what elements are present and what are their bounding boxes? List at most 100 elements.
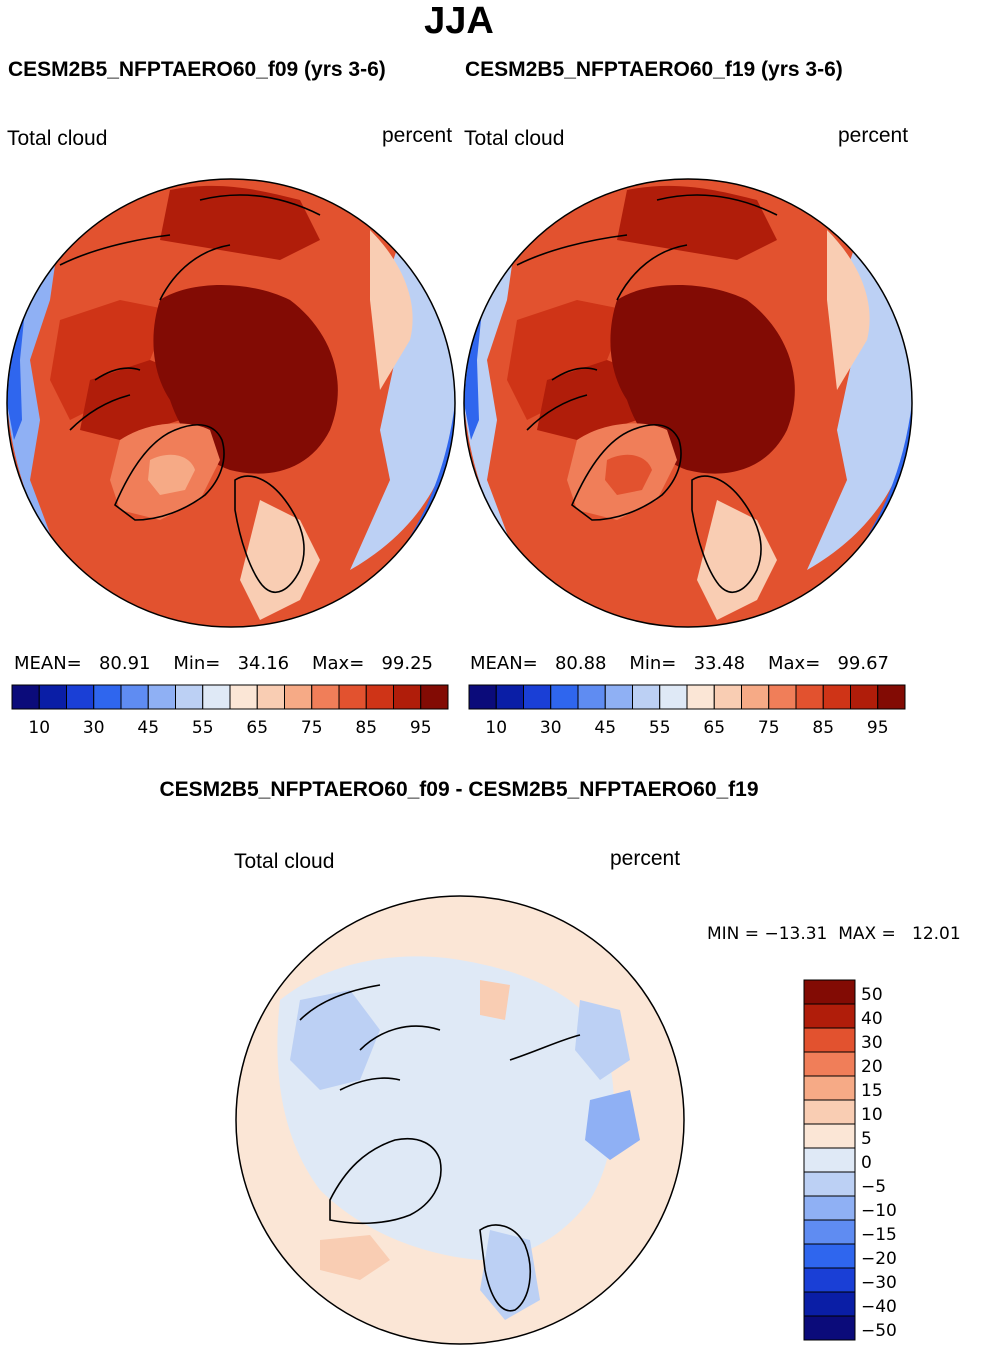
colorbar-tick-label: 85 — [355, 718, 377, 738]
mean-label: MEAN= — [470, 653, 538, 674]
colorbar-tick-label: −10 — [861, 1201, 897, 1221]
panel-1-variable: Total cloud — [7, 127, 108, 150]
diff-variable: Total cloud — [234, 850, 335, 873]
coastline — [516, 194, 778, 593]
colorbar-tick-label: 30 — [861, 1033, 883, 1053]
colorbar-tick-label: 5 — [861, 1129, 872, 1149]
colorbar-tick-label: 10 — [861, 1105, 883, 1125]
field-region — [617, 185, 777, 260]
colorbar-tick-label: 15 — [861, 1081, 883, 1101]
map-border — [235, 895, 685, 1345]
colorbar-swatch — [420, 684, 449, 710]
colorbar-swatch — [66, 684, 95, 710]
season-title: JJA — [424, 0, 494, 42]
colorbar-swatch — [803, 1051, 856, 1077]
max-label: Max= — [767, 653, 821, 674]
field-region — [350, 240, 455, 570]
colorbar-swatch — [38, 684, 67, 710]
colorbar-swatch — [229, 684, 258, 710]
panel-1-map — [7, 179, 455, 627]
panel-2-variable: Total cloud — [464, 127, 565, 150]
colorbar-tick-label: 30 — [83, 718, 105, 738]
colorbar-swatch — [803, 1171, 856, 1197]
colorbar-swatch — [256, 684, 285, 710]
colorbar-swatch — [803, 1195, 856, 1221]
colorbar-tick-label: −30 — [861, 1273, 897, 1293]
panel-1-units: percent — [382, 124, 453, 147]
colorbar-tick-label: 75 — [758, 718, 780, 738]
colorbar-tick-label: 45 — [594, 718, 616, 738]
field-region — [807, 240, 912, 570]
field-region — [50, 300, 170, 420]
colorbar-swatch — [803, 1003, 856, 1029]
colorbar-tick-label: 55 — [649, 718, 671, 738]
colorbar-swatch — [550, 684, 579, 710]
panel-2-title: CESM2B5_NFPTAERO60_f19 (yrs 3-6) — [465, 58, 843, 81]
field-region — [697, 500, 777, 620]
colorbar-swatch — [120, 684, 149, 710]
colorbar-swatch — [795, 684, 824, 710]
colorbar-swatch — [632, 684, 661, 710]
panel-1-stats: MEAN= 80.91 Min= 34.16 Max= 99.25 — [14, 653, 433, 674]
field-region — [480, 980, 510, 1020]
colorbar-tick-label: 75 — [301, 718, 323, 738]
colorbar-tick-label: 95 — [867, 718, 889, 738]
colorbar-tick-label: −5 — [861, 1177, 886, 1197]
colorbar-swatch — [803, 1315, 856, 1341]
colorbar-swatch — [393, 684, 422, 710]
colorbar-tick-label: 10 — [485, 718, 507, 738]
colorbar-swatch — [768, 684, 797, 710]
colorbar-swatch — [803, 979, 856, 1005]
colorbar-swatch — [803, 1075, 856, 1101]
colorbar-swatch — [803, 1219, 856, 1245]
colorbar-tick-label: 10 — [28, 718, 50, 738]
map-border — [463, 178, 913, 628]
panel-1-title: CESM2B5_NFPTAERO60_f09 (yrs 3-6) — [8, 58, 386, 81]
field-region — [585, 1090, 640, 1160]
colorbar-swatch — [604, 684, 633, 710]
colorbar-tick-label: −50 — [861, 1321, 897, 1341]
field-region — [464, 230, 517, 560]
colorbar-swatch — [338, 684, 367, 710]
colorbar-swatch — [93, 684, 122, 710]
colorbar-swatch — [803, 1267, 856, 1293]
field-region — [605, 454, 652, 495]
colorbar-tick-label: 20 — [861, 1057, 883, 1077]
colorbar-swatch — [202, 684, 231, 710]
colorbar-swatch — [11, 684, 40, 710]
diff-max-value: 12.01 — [912, 924, 961, 944]
diff-min-value: −13.31 — [764, 924, 828, 944]
colorbar-tick-label: 40 — [861, 1009, 883, 1029]
colorbar-tick-label: 65 — [703, 718, 725, 738]
max-value: 99.25 — [381, 653, 433, 674]
coastline — [299, 984, 581, 1312]
colorbar-swatch — [311, 684, 340, 710]
diff-units: percent — [610, 847, 681, 870]
diff-min-label: MIN = — [707, 924, 760, 944]
diff-min-max: MIN = −13.31 MAX = 12.01 — [707, 924, 961, 944]
colorbar-swatch — [284, 684, 313, 710]
colorbar-swatch — [803, 1291, 856, 1317]
diff-title: CESM2B5_NFPTAERO60_f09 - CESM2B5_NFPTAER… — [159, 778, 759, 801]
max-label: Max= — [311, 653, 365, 674]
mean-value: 80.88 — [554, 653, 607, 674]
colorbar-swatch — [803, 1123, 856, 1149]
diff-map — [236, 896, 684, 1344]
diff-max-label: MAX = — [838, 924, 896, 944]
colorbar-tick-label: 45 — [137, 718, 159, 738]
panel-2-stats: MEAN= 80.88 Min= 33.48 Max= 99.67 — [470, 653, 889, 674]
coastline — [59, 194, 321, 593]
mean-label: MEAN= — [14, 653, 82, 674]
colorbar-swatch — [659, 684, 688, 710]
field-region — [507, 300, 627, 420]
colorbar-tick-label: 95 — [410, 718, 432, 738]
colorbar-swatch — [686, 684, 715, 710]
panel-2-units: percent — [838, 124, 909, 147]
panel-2-colorbar: 10 30 45 55 65 75 85 95 — [468, 684, 906, 738]
colorbar-swatch — [850, 684, 879, 710]
field-region — [7, 230, 60, 560]
colorbar-swatch — [803, 1099, 856, 1125]
colorbar-swatch — [147, 684, 176, 710]
field-region — [7, 300, 26, 440]
